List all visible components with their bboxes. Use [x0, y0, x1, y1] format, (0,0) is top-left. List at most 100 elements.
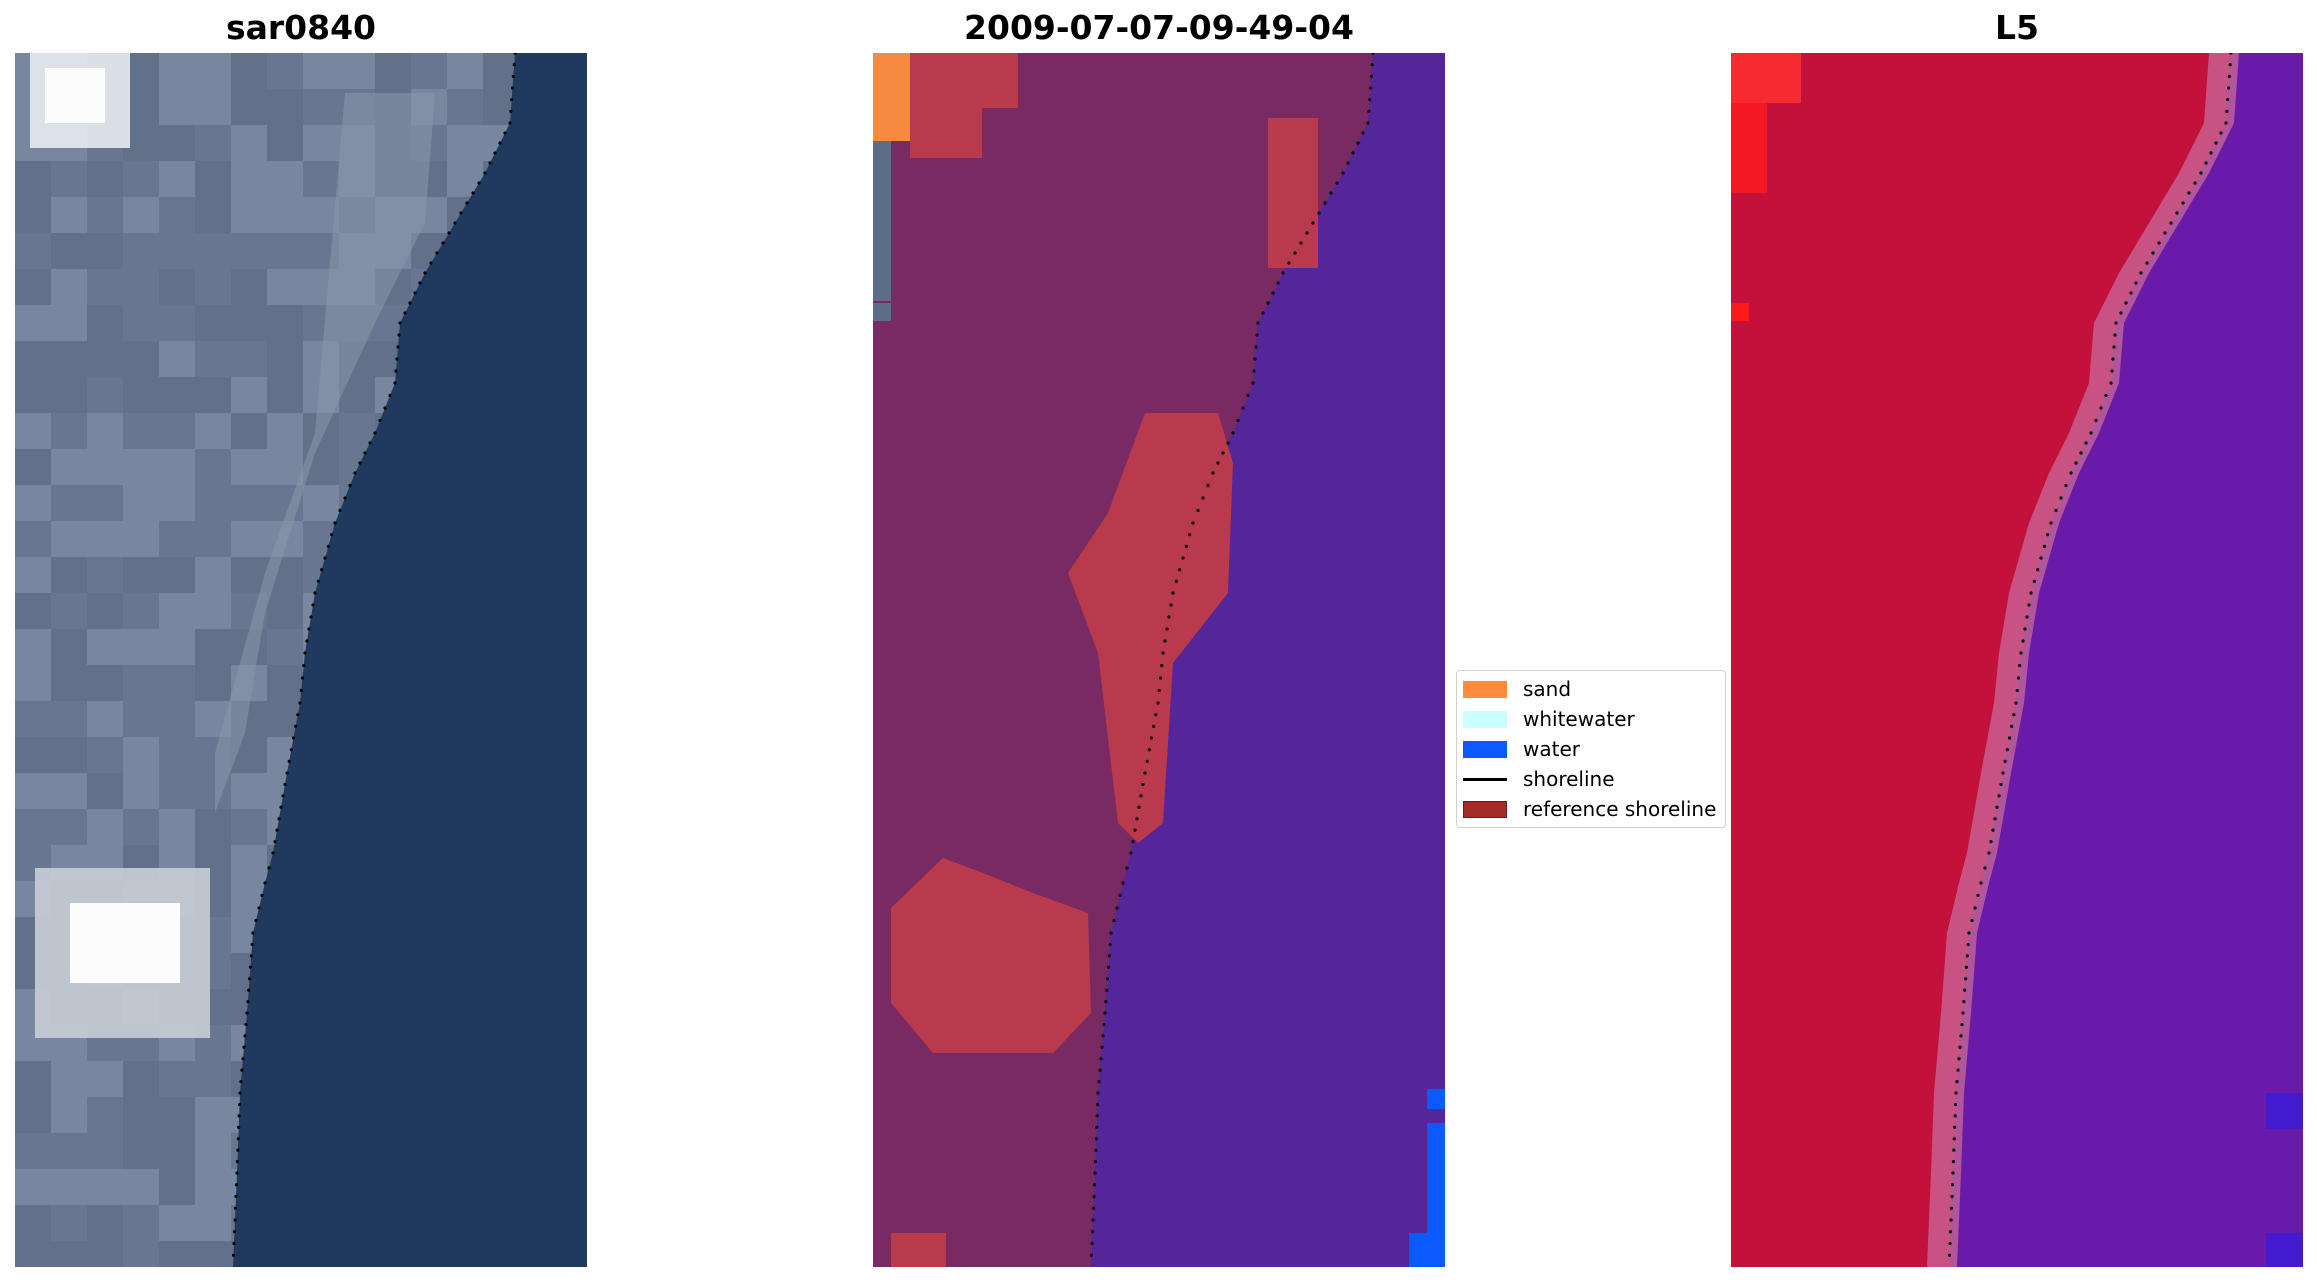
class-water-strip [1427, 1123, 1445, 1233]
rgb-texture-pixel [231, 377, 267, 413]
rgb-texture-pixel [195, 665, 231, 701]
rgb-texture-pixel [159, 377, 195, 413]
rgb-texture-pixel [231, 89, 267, 125]
rgb-texture-pixel [51, 701, 87, 737]
rgb-texture-pixel [15, 1241, 51, 1267]
rgb-texture-pixel [195, 341, 231, 377]
rgb-texture-pixel [159, 521, 195, 557]
index-image [1731, 53, 2303, 1267]
rgb-texture-pixel [15, 197, 51, 233]
rgb-texture-pixel [15, 1097, 51, 1133]
rgb-texture-pixel [87, 377, 123, 413]
rgb-texture-pixel [15, 233, 51, 269]
rgb-texture-pixel [303, 485, 339, 521]
rgb-texture-pixel [231, 413, 267, 449]
rgb-texture-pixel [195, 53, 231, 89]
rgb-texture-pixel [303, 197, 339, 233]
rgb-texture-pixel [15, 557, 51, 593]
rgb-texture-pixel [87, 1241, 123, 1267]
class-water-area [1091, 53, 1445, 1267]
legend-label-shoreline: shoreline [1523, 767, 1615, 791]
legend-label-water: water [1523, 737, 1580, 761]
rgb-texture-pixel [123, 1097, 159, 1133]
class-reference-patch-middle [1068, 413, 1233, 843]
index-transition-strip [1927, 53, 2239, 1267]
rgb-texture-pixel [159, 701, 195, 737]
rgb-texture-pixel [195, 1061, 231, 1097]
class-whitewater-pixel [873, 303, 891, 321]
rgb-texture-pixel [87, 701, 123, 737]
rgb-image [15, 53, 587, 1267]
rgb-texture-pixel [195, 305, 231, 341]
rgb-texture-pixel [267, 449, 303, 485]
index-shoreline-dots [1947, 53, 2233, 1257]
index-water-area [1949, 53, 2303, 1267]
rgb-texture-pixel [195, 593, 231, 629]
rgb-texture-pixel [303, 53, 339, 89]
class-reference-patch-bottom [891, 1233, 946, 1267]
rgb-texture-pixel [195, 521, 231, 557]
rgb-texture-pixel [159, 233, 195, 269]
rgb-texture-pixel [159, 773, 195, 809]
rgb-texture-pixel [15, 161, 51, 197]
rgb-texture-pixel [87, 485, 123, 521]
rgb-texture-pixel [87, 809, 123, 845]
rgb-texture-pixel [51, 1097, 87, 1133]
rgb-texture-pixel [195, 557, 231, 593]
legend-item-water: water [1463, 735, 1580, 763]
classification-image [873, 53, 1445, 1267]
rgb-texture-pixel [231, 305, 267, 341]
class-reference-patch-top-2 [910, 108, 982, 158]
rgb-texture-pixel [51, 377, 87, 413]
rgb-texture-pixel [15, 701, 51, 737]
rgb-texture-pixel [123, 233, 159, 269]
rgb-texture-pixel [231, 341, 267, 377]
class-reference-patch-lower [891, 858, 1091, 1053]
rgb-texture-pixel [123, 809, 159, 845]
rgb-texture-pixel [267, 269, 303, 305]
rgb-texture-pixel [195, 1169, 231, 1205]
rgb-texture-pixel [123, 1205, 159, 1241]
index-blue-pixel-2 [2266, 1233, 2303, 1267]
class-water-pixel-1 [1427, 1089, 1445, 1109]
rgb-texture-pixel [447, 125, 483, 161]
rgb-texture-pixel [51, 593, 87, 629]
whitewater-swatch [1463, 710, 1507, 728]
rgb-texture-pixel [87, 161, 123, 197]
rgb-texture-pixel [123, 1241, 159, 1267]
legend-item-shoreline: shoreline [1463, 765, 1615, 793]
rgb-texture-pixel [159, 269, 195, 305]
rgb-texture-pixel [159, 1133, 195, 1169]
rgb-texture-pixel [87, 1061, 123, 1097]
rgb-texture-pixel [231, 161, 267, 197]
rgb-texture-pixel [159, 1169, 195, 1205]
rgb-texture-pixel [123, 485, 159, 521]
rgb-texture-pixel [339, 53, 375, 89]
rgb-texture-pixel [195, 1133, 231, 1169]
rgb-texture-pixel [195, 89, 231, 125]
panel-title-index: L5 [1995, 8, 2039, 47]
rgb-texture-pixel [195, 1241, 231, 1267]
rgb-texture-pixel [231, 233, 267, 269]
rgb-texture-pixel [159, 809, 195, 845]
index-blue-pixel-1 [2266, 1093, 2303, 1129]
rgb-texture-pixel [87, 197, 123, 233]
rgb-texture-pixel [159, 593, 195, 629]
index-hot-patch-top [1731, 53, 1801, 103]
rgb-texture-pixel [195, 269, 231, 305]
rgb-texture-pixel [87, 269, 123, 305]
rgb-texture-pixel [51, 1061, 87, 1097]
rgb-texture-pixel [267, 125, 303, 161]
rgb-texture-pixel [51, 413, 87, 449]
rgb-texture-pixel [123, 521, 159, 557]
rgb-texture-pixel [303, 161, 339, 197]
rgb-texture-pixel [159, 197, 195, 233]
rgb-texture-pixel [123, 1061, 159, 1097]
rgb-texture-pixel [51, 1133, 87, 1169]
rgb-texture-pixel [87, 413, 123, 449]
rgb-texture-pixel [87, 521, 123, 557]
rgb-texture-pixel [267, 341, 303, 377]
rgb-texture-pixel [267, 89, 303, 125]
rgb-texture-pixel [159, 665, 195, 701]
rgb-texture-pixel [159, 125, 195, 161]
